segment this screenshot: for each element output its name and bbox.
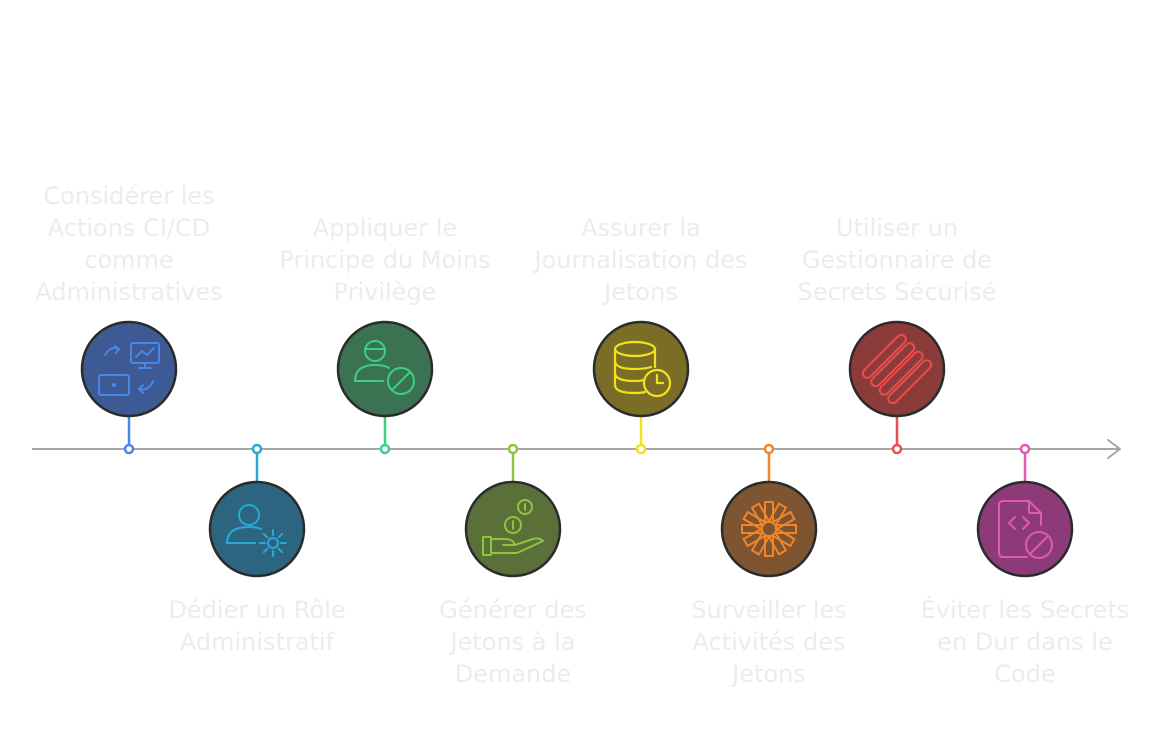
timeline-step xyxy=(208,443,306,578)
timeline-step xyxy=(720,443,818,578)
starburst-icon xyxy=(741,501,797,557)
axis-arrowhead-icon xyxy=(1107,439,1121,459)
step-label: Utiliser un Gestionnaire de Secrets Sécu… xyxy=(797,214,997,306)
step-circle xyxy=(336,320,434,418)
database-clock-icon xyxy=(613,340,672,398)
hand-coins-icon xyxy=(482,499,544,556)
step-marker-dot xyxy=(635,443,647,455)
step-circle xyxy=(720,480,818,578)
step-label: Éviter les Secrets en Dur dans le Code xyxy=(920,596,1130,688)
step-circle xyxy=(848,320,946,418)
step-label: Considérer les Actions CI/CD comme Admin… xyxy=(35,182,223,306)
step-marker-dot xyxy=(507,443,519,455)
stripes-logo-icon xyxy=(861,333,933,405)
step-label: Dédier un Rôle Administratif xyxy=(168,596,346,656)
step-circle xyxy=(976,480,1074,578)
code-file-blocked-icon xyxy=(998,500,1053,559)
timeline-step xyxy=(848,320,946,455)
step-label: Générer des Jetons à la Demande xyxy=(439,596,587,688)
step-label: Assurer la Journalisation des Jetons xyxy=(534,214,748,306)
step-label: Surveiller les Activités des Jetons xyxy=(691,596,847,688)
step-label: Appliquer le Principe du Moins Privilège xyxy=(279,214,491,306)
timeline-step xyxy=(464,443,562,578)
step-circle xyxy=(80,320,178,418)
step-marker-dot xyxy=(251,443,263,455)
step-marker-dot xyxy=(123,443,135,455)
user-blocked-icon xyxy=(354,340,415,395)
step-marker-dot xyxy=(891,443,903,455)
workflow-monitor-icon xyxy=(98,342,160,396)
step-marker-dot xyxy=(379,443,391,455)
step-circle xyxy=(208,480,306,578)
timeline-step xyxy=(336,320,434,455)
step-marker-dot xyxy=(763,443,775,455)
step-marker-dot xyxy=(1019,443,1031,455)
timeline-step xyxy=(592,320,690,455)
timeline-step xyxy=(80,320,178,455)
timeline-axis xyxy=(32,439,1121,459)
timeline-step xyxy=(976,443,1074,578)
user-gear-icon xyxy=(226,504,287,557)
